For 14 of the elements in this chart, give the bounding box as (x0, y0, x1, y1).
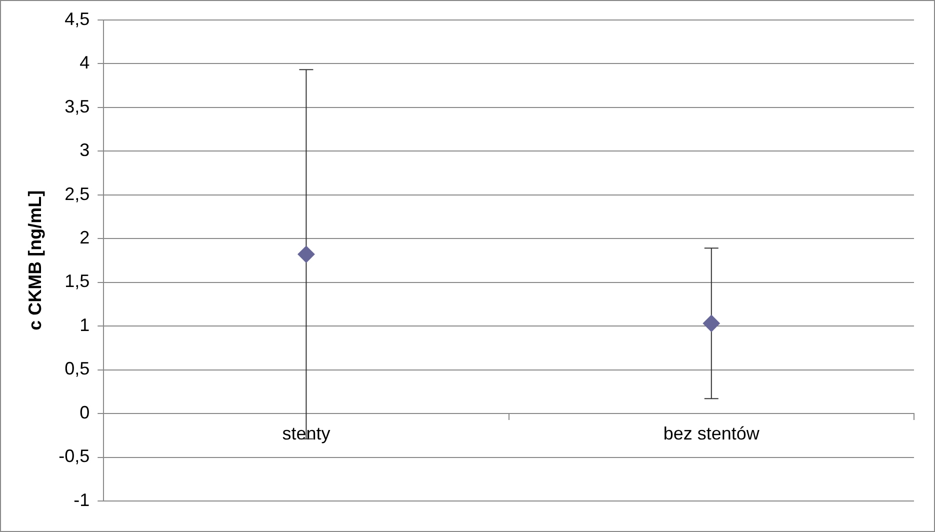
y-tick-label: 0,5 (64, 358, 90, 379)
y-tick-label: 3 (80, 140, 90, 160)
y-tick-label: 4,5 (64, 8, 90, 29)
y-tick-label: 2,5 (64, 184, 90, 204)
y-tick-label: 1 (80, 314, 90, 335)
y-tick-label: 3,5 (64, 96, 90, 116)
y-axis-title: c CKMB [ng/mL] (24, 190, 45, 330)
y-tick-label: -1 (74, 490, 90, 510)
y-tick-label: 0 (80, 402, 90, 422)
y-tick-label: -0,5 (58, 446, 90, 466)
y-tick-label: 4 (80, 52, 90, 73)
y-tick-label: 1,5 (64, 271, 90, 292)
x-tick-label: bez stentów (663, 423, 760, 444)
y-tick-label: 2 (80, 227, 90, 248)
